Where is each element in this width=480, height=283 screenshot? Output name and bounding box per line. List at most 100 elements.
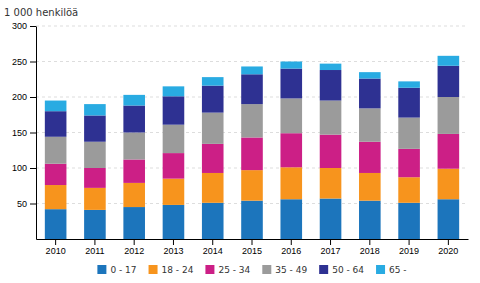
- bar-segment: [163, 96, 185, 124]
- bar-segment: [163, 86, 185, 96]
- bar-segment: [280, 62, 302, 69]
- y-tick: 100: [12, 163, 36, 173]
- bar-segment: [398, 88, 420, 118]
- bar-segment: [202, 113, 224, 144]
- legend-label: 50 - 64: [332, 265, 364, 275]
- bar-segment: [84, 168, 106, 188]
- y-tick-label: 200: [12, 92, 27, 102]
- y-tick-mark: [30, 62, 36, 63]
- x-tick: 2014: [203, 239, 223, 256]
- bar-segment: [241, 104, 263, 137]
- legend-label: 25 - 34: [218, 265, 250, 275]
- x-tick-mark: [212, 239, 213, 245]
- bar-segment: [398, 203, 420, 239]
- grid: [36, 26, 468, 204]
- bar-segment: [241, 170, 263, 201]
- bar-series: [45, 199, 459, 239]
- y-tick-label: 100: [12, 163, 27, 173]
- bar-segment: [359, 108, 381, 141]
- legend-swatch: [97, 265, 106, 274]
- legend-item: 50 - 64: [319, 265, 364, 275]
- bar-series: [45, 66, 459, 142]
- grid-line: [36, 61, 468, 62]
- bar-segment: [123, 133, 145, 160]
- legend-swatch: [262, 265, 271, 274]
- legend-label: 35 - 49: [275, 265, 307, 275]
- x-tick: 2018: [360, 239, 380, 256]
- bar-segment: [123, 106, 145, 133]
- x-tick-label: 2019: [399, 246, 419, 256]
- bar-segment: [123, 95, 145, 106]
- y-tick-label: 250: [12, 57, 27, 67]
- legend-item: 0 - 17: [97, 265, 136, 275]
- bar-series: [45, 97, 459, 168]
- bar-segment: [359, 201, 381, 239]
- bar-segment: [84, 142, 106, 168]
- legend-item: 65 -: [376, 265, 407, 275]
- x-axis: 2010201120122013201420152016201720182019…: [37, 239, 469, 256]
- bar-segment: [123, 183, 145, 207]
- y-tick-mark: [30, 204, 36, 205]
- bar-series: [45, 133, 459, 188]
- x-tick-mark: [409, 239, 410, 245]
- bar-segment: [398, 81, 420, 87]
- y-tick-mark: [30, 26, 36, 27]
- bar-segment: [438, 56, 460, 66]
- bar-segment: [320, 70, 342, 101]
- x-tick: 2019: [399, 239, 419, 256]
- y-tick: 200: [12, 92, 36, 102]
- bar-segment: [359, 79, 381, 109]
- bar-segment: [438, 66, 460, 97]
- bar-segment: [123, 207, 145, 239]
- y-tick: 250: [12, 57, 36, 67]
- legend-swatch: [149, 265, 158, 274]
- bar-segment: [163, 125, 185, 153]
- bar-segment: [45, 209, 67, 239]
- bar-segment: [359, 142, 381, 173]
- legend-swatch: [376, 265, 385, 274]
- bar-segment: [438, 134, 460, 169]
- legend-swatch: [205, 265, 214, 274]
- x-tick: 2015: [242, 239, 262, 256]
- bar-segment: [241, 201, 263, 239]
- bar-segment: [202, 203, 224, 239]
- x-tick-label: 2012: [124, 246, 144, 256]
- x-tick-label: 2020: [438, 246, 458, 256]
- bar-segment: [280, 199, 302, 239]
- legend-item: 35 - 49: [262, 265, 307, 275]
- bar-segment: [45, 185, 67, 209]
- x-tick-mark: [94, 239, 95, 245]
- bar-segment: [202, 86, 224, 113]
- bar-segment: [280, 69, 302, 99]
- x-tick-label: 2010: [46, 246, 66, 256]
- x-tick-mark: [173, 239, 174, 245]
- bar-segment: [398, 177, 420, 203]
- x-tick-mark: [448, 239, 449, 245]
- bar-segment: [359, 72, 381, 78]
- x-tick-label: 2017: [321, 246, 341, 256]
- x-tick: 2020: [438, 239, 458, 256]
- bar-segment: [202, 173, 224, 203]
- legend-label: 65 -: [389, 265, 407, 275]
- bar-segment: [320, 135, 342, 168]
- x-tick-label: 2015: [242, 246, 262, 256]
- x-tick-mark: [369, 239, 370, 245]
- y-tick-mark: [30, 168, 36, 169]
- x-tick: 2016: [281, 239, 301, 256]
- y-axis-title: 1 000 henkilöä: [4, 7, 78, 18]
- bar-segment: [202, 144, 224, 173]
- bar-segment: [320, 64, 342, 70]
- bar-segment: [123, 159, 145, 182]
- x-tick-mark: [330, 239, 331, 245]
- x-tick-mark: [134, 239, 135, 245]
- y-tick-mark: [30, 97, 36, 98]
- y-tick-label: 150: [12, 128, 27, 138]
- bar-segment: [45, 111, 67, 137]
- chart-svg: 2010201120122013201420152016201720182019…: [0, 0, 480, 283]
- y-tick-label: 300: [12, 21, 27, 31]
- bar-segment: [84, 115, 106, 141]
- bar-segment: [320, 168, 342, 199]
- y-axis: 50100150200250300: [12, 21, 37, 239]
- y-axis-line: [36, 27, 37, 240]
- x-tick-label: 2018: [360, 246, 380, 256]
